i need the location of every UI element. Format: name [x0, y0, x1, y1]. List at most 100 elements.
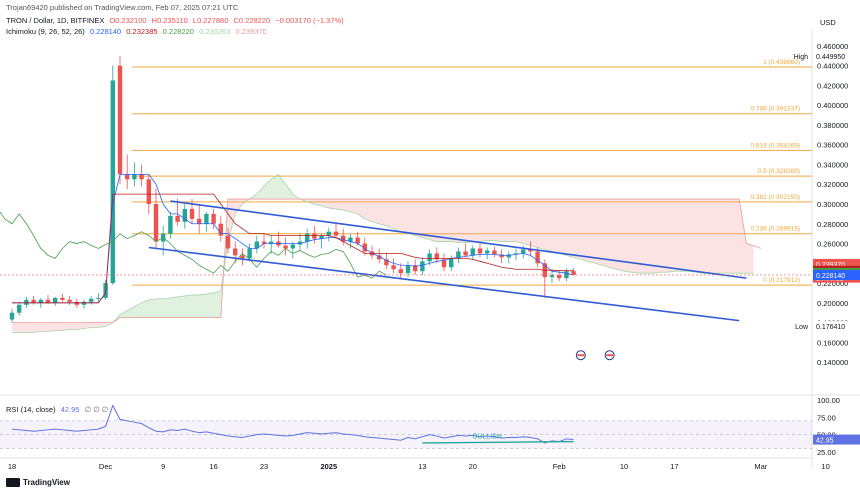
candle-body: [247, 248, 252, 259]
close-value: C0.228220: [233, 16, 271, 25]
ichimoku-cloud-segment: [213, 290, 221, 318]
candle-body: [427, 253, 432, 262]
ichimoku-cloud-segment: [62, 322, 70, 331]
rsi-legend[interactable]: RSI (14, close) 42.95 ∅ ∅ ∅: [6, 405, 111, 414]
candle-body: [405, 265, 411, 274]
candle-body: [413, 265, 418, 272]
ichimoku-cloud-segment: [372, 199, 380, 224]
candle-body: [326, 231, 331, 236]
footer-brand[interactable]: TradingView: [6, 478, 70, 487]
ichimoku-cloud-segment: [645, 199, 653, 274]
rsi-extra: ∅ ∅ ∅: [84, 405, 109, 414]
ichimoku-cloud-segment: [415, 199, 423, 238]
ohlc-line: TRON / Dollar, 1D, BITFINEX O0.232100 H0…: [6, 16, 347, 25]
ichimoku-cloud-segment: [681, 199, 689, 272]
ichimoku-cloud-segment: [710, 199, 718, 274]
ichimoku-cloud-segment: [696, 199, 704, 274]
ichimoku-cloud-segment: [184, 294, 192, 318]
ichimoku-cloud-segment: [602, 199, 610, 268]
candle-body: [283, 245, 288, 249]
ichimoku-value-kijun: 0.232385: [126, 27, 158, 36]
ichimoku-cloud-segment: [120, 310, 128, 318]
ichimoku-cloud-segment: [580, 199, 588, 262]
ichimoku-cloud-segment: [400, 199, 408, 234]
economic-event-flag-stripe: [577, 354, 585, 357]
currency-label: USD: [820, 18, 836, 27]
ichimoku-value-chikou: 0.228220: [162, 27, 194, 36]
ichimoku-cloud-segment: [523, 199, 531, 246]
ichimoku-cloud-segment: [278, 174, 286, 200]
fib-level-label: 0.786 (0.391337): [750, 106, 800, 113]
ichimoku-cloud-segment: [307, 199, 315, 204]
candle-body: [420, 261, 425, 272]
ichimoku-cloud-segment: [321, 199, 329, 208]
candle-body: [391, 265, 396, 270]
price-axis-tag: High: [794, 54, 809, 61]
ichimoku-cloud-segment: [530, 199, 538, 248]
publisher-line: Trojan69420 published on TradingView.com…: [6, 3, 239, 12]
candle-body: [549, 275, 555, 278]
ichimoku-cloud-segment: [624, 199, 632, 273]
ichimoku-value-tenkan: 0.228140: [89, 27, 122, 36]
ichimoku-cloud-segment: [163, 297, 171, 318]
ichimoku-cloud-segment: [472, 199, 480, 242]
ichimoku-legend[interactable]: Ichimoku (9, 26, 52, 26) 0.228140 0.2323…: [6, 27, 270, 36]
time-axis-label: 16: [209, 462, 217, 471]
ichimoku-cloud-segment: [177, 295, 185, 318]
candle-body: [153, 204, 159, 242]
candle-body: [74, 301, 79, 305]
candle-body: [319, 235, 324, 239]
ichimoku-cloud-segment: [616, 199, 624, 272]
rsi-tick-label: 100.00: [817, 396, 840, 405]
ichimoku-chikou-line: [0, 211, 387, 279]
ichimoku-cloud-segment: [494, 199, 502, 242]
ichimoku-cloud-segment: [336, 199, 344, 210]
candle-body: [45, 299, 51, 303]
ichimoku-cloud-segment: [228, 199, 236, 242]
candle-body: [261, 241, 267, 244]
time-axis-label: 17: [670, 462, 678, 471]
economic-event-flag-stripe: [606, 354, 614, 357]
ichimoku-cloud-segment: [480, 199, 488, 242]
candle-body: [197, 218, 202, 224]
ichimoku-cloud-segment: [652, 199, 660, 274]
candle-body: [485, 250, 490, 254]
price-tick-label: 0.440000: [817, 62, 848, 71]
ichimoku-cloud-segment: [674, 199, 682, 272]
time-axis-label: 10: [620, 462, 628, 471]
candle-body: [348, 237, 353, 242]
candle-body: [110, 80, 115, 284]
ichimoku-cloud-segment: [717, 199, 725, 274]
ichimoku-cloud-segment: [76, 322, 84, 330]
time-axis-label: Dec: [99, 462, 113, 471]
price-tick-label: 0.340000: [817, 160, 848, 169]
ichimoku-cloud-segment: [537, 199, 545, 250]
ichimoku-cloud-segment: [134, 302, 142, 318]
candle-body: [290, 244, 295, 249]
ichimoku-cloud-segment: [127, 306, 135, 318]
ichimoku-cloud-segment: [422, 199, 430, 240]
rsi-value-axis-label: 42.95: [816, 438, 834, 445]
fib-level-label: 1 (0.438660): [763, 59, 800, 66]
candle-body: [146, 179, 151, 204]
candle-body: [67, 299, 72, 302]
ichimoku-cloud-segment: [170, 296, 178, 318]
ichimoku-cloud-segment: [33, 322, 41, 333]
ichimoku-cloud-segment: [487, 199, 495, 241]
candle-body: [441, 259, 447, 268]
price-axis-label-bg: [813, 270, 860, 281]
ichimoku-cloud-segment: [739, 199, 747, 274]
candle-body: [53, 297, 58, 303]
candle-body: [499, 254, 504, 258]
time-axis-label: 20: [469, 462, 477, 471]
descending-channel-line: [170, 200, 747, 279]
candle-body: [434, 253, 439, 260]
tradingview-logo-icon: [6, 478, 20, 487]
ichimoku-cloud-segment: [271, 174, 279, 200]
ichimoku-cloud-segment: [55, 322, 63, 331]
ichimoku-cloud-segment: [544, 199, 552, 252]
price-tick-label: 0.320000: [817, 180, 848, 189]
ichimoku-value-span-a: 0.230263: [199, 27, 231, 36]
ichimoku-cloud-segment: [566, 199, 574, 258]
